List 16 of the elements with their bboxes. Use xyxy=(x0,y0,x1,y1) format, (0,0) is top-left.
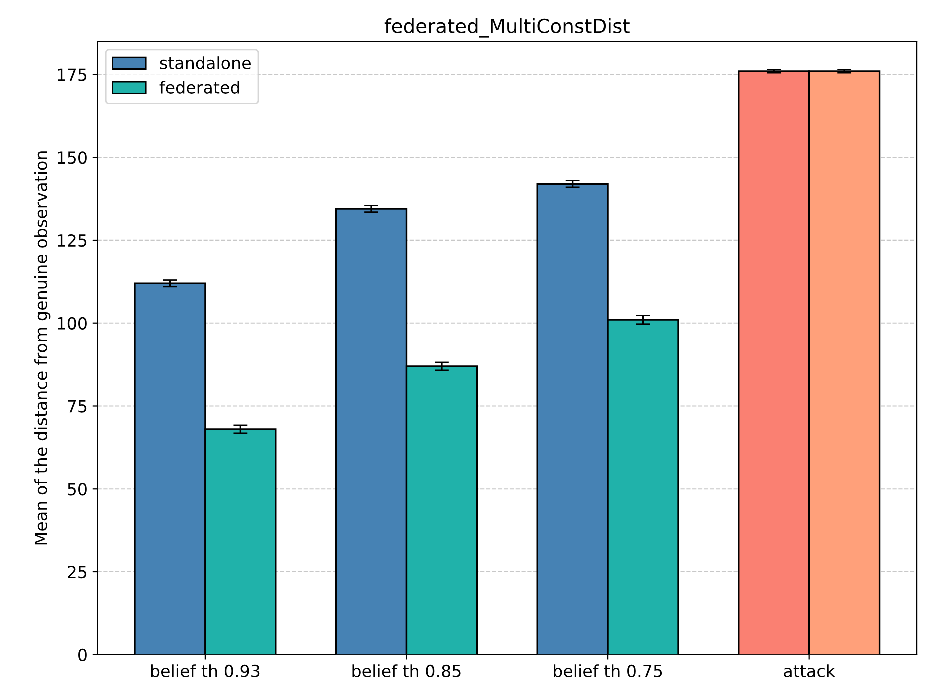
legend-label: federated xyxy=(160,81,240,94)
y-axis-title: Mean of the distance from genuine observation xyxy=(34,152,51,545)
y-tick-label: 150 xyxy=(58,152,87,164)
x-tick-label: belief th 0.93 xyxy=(151,664,260,678)
x-tick-label: belief th 0.85 xyxy=(352,664,461,678)
y-tick-label: 75 xyxy=(68,400,87,413)
y-tick-label: 25 xyxy=(68,566,87,579)
y-tick-label: 0 xyxy=(78,648,87,662)
y-tick-label: 50 xyxy=(68,483,87,496)
legend-label: standalone xyxy=(160,56,251,70)
x-tick-label: attack xyxy=(784,664,836,678)
x-tick-label: belief th 0.75 xyxy=(554,664,662,678)
y-tick-label: 175 xyxy=(58,68,87,82)
y-tick-label: 100 xyxy=(58,317,87,330)
y-tick-label: 125 xyxy=(58,234,87,248)
chart-title: federated_MultiConstDist xyxy=(384,18,630,38)
